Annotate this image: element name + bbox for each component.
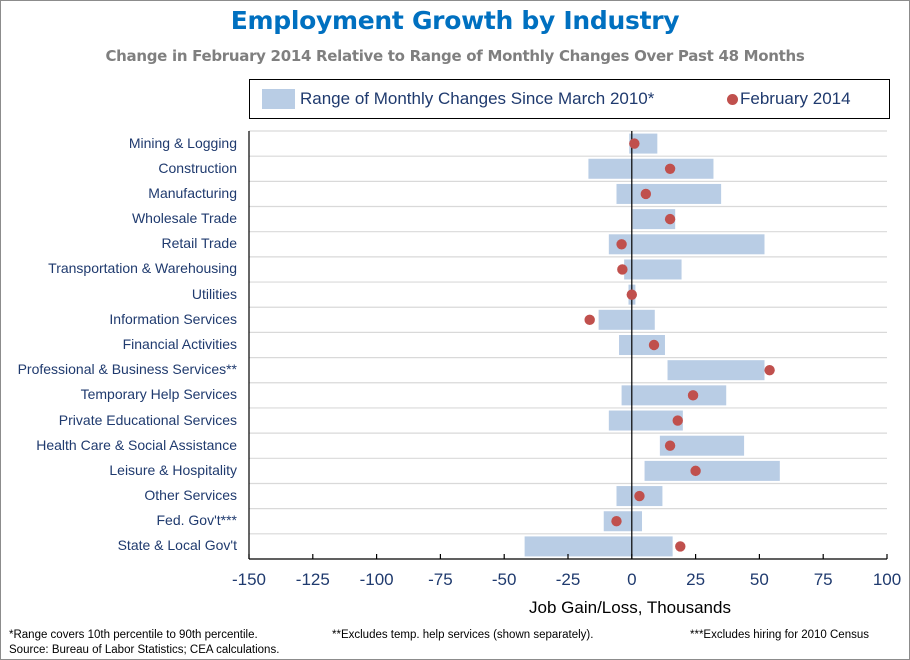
feb2014-dot xyxy=(584,314,595,326)
footnote-census: ***Excludes hiring for 2010 Census xyxy=(690,629,869,641)
range-bar xyxy=(629,133,658,154)
feb2014-dot xyxy=(611,516,622,527)
feb2014-dot xyxy=(764,364,775,376)
range-bar xyxy=(524,536,673,557)
range-bar xyxy=(632,209,676,230)
range-bar xyxy=(621,385,727,406)
range-bar xyxy=(598,309,655,330)
footnote-source: Source: Bureau of Labor Statistics; CEA … xyxy=(9,644,280,656)
category-label: Leisure & Hospitality xyxy=(109,461,237,478)
category-label: Financial Activities xyxy=(122,336,237,352)
feb2014-dot xyxy=(664,163,676,174)
category-label: Construction xyxy=(158,159,237,176)
x-tick-label: 25 xyxy=(686,570,706,589)
category-label: Temporary Help Services xyxy=(80,386,237,403)
chart-title: Employment Growth by Industry xyxy=(230,6,680,35)
footnote-range: *Range covers 10th percentile to 90th pe… xyxy=(9,629,258,641)
x-tick-label: -150 xyxy=(231,570,267,589)
range-bar xyxy=(608,234,765,255)
feb2014-dot xyxy=(672,415,683,426)
chart-subtitle: Change in February 2014 Relative to Rang… xyxy=(105,47,805,65)
category-label: Mining & Logging xyxy=(128,134,237,151)
x-tick-label: 100 xyxy=(872,570,902,589)
x-tick-label: 50 xyxy=(749,570,769,589)
legend: Range of Monthly Changes Since March 201… xyxy=(249,79,890,119)
category-label: Health Care & Social Assistance xyxy=(36,436,237,453)
feb2014-dot xyxy=(617,264,628,275)
feb2014-dot xyxy=(664,213,676,225)
feb2014-dot xyxy=(626,289,637,300)
feb2014-dot xyxy=(629,138,640,149)
category-label: Manufacturing xyxy=(148,184,237,201)
range-bar xyxy=(624,259,682,280)
range-bar xyxy=(588,158,714,179)
category-label: Information Services xyxy=(109,310,237,327)
range-bar xyxy=(603,511,643,532)
x-tick-label: -125 xyxy=(295,570,330,589)
range-bar xyxy=(644,460,780,481)
category-label: Transportation & Warehousing xyxy=(48,260,237,277)
legend-range-swatch xyxy=(262,89,295,109)
x-tick-label: -100 xyxy=(359,570,394,589)
legend-feb2014-label: February 2014 xyxy=(740,89,851,108)
range-bar xyxy=(616,183,722,204)
category-label: Retail Trade xyxy=(161,235,237,252)
category-label: Private Educational Services xyxy=(58,411,237,428)
category-label: Other Services xyxy=(144,487,237,504)
range-bar xyxy=(659,435,745,456)
feb2014-dot xyxy=(616,239,627,250)
category-label: Fed. Gov't*** xyxy=(156,512,238,529)
feb2014-dot xyxy=(634,490,645,502)
range-bar xyxy=(608,410,683,431)
category-label: Professional & Business Services** xyxy=(17,361,237,378)
x-tick-label: -75 xyxy=(428,570,453,589)
x-tick-label: -50 xyxy=(491,570,517,589)
x-axis-label: Job Gain/Loss, Thousands xyxy=(529,598,731,617)
x-tick-label: 75 xyxy=(813,570,833,589)
range-bar xyxy=(667,360,765,381)
x-tick-label: 0 xyxy=(627,570,637,589)
feb2014-dot xyxy=(640,188,652,200)
category-label: Utilities xyxy=(191,285,237,302)
category-label: State & Local Gov't xyxy=(117,537,237,554)
legend-range-label: Range of Monthly Changes Since March 201… xyxy=(300,89,655,108)
feb2014-dot xyxy=(664,440,676,451)
feb2014-dot xyxy=(648,339,660,351)
feb2014-dot xyxy=(690,465,701,477)
x-tick-label: -25 xyxy=(555,570,581,589)
legend-dot-marker xyxy=(727,94,738,105)
feb2014-dot xyxy=(687,390,699,401)
category-label: Wholesale Trade xyxy=(131,210,237,227)
feb2014-dot xyxy=(675,541,686,552)
footnote-temp-help: **Excludes temp. help services (shown se… xyxy=(332,629,594,641)
